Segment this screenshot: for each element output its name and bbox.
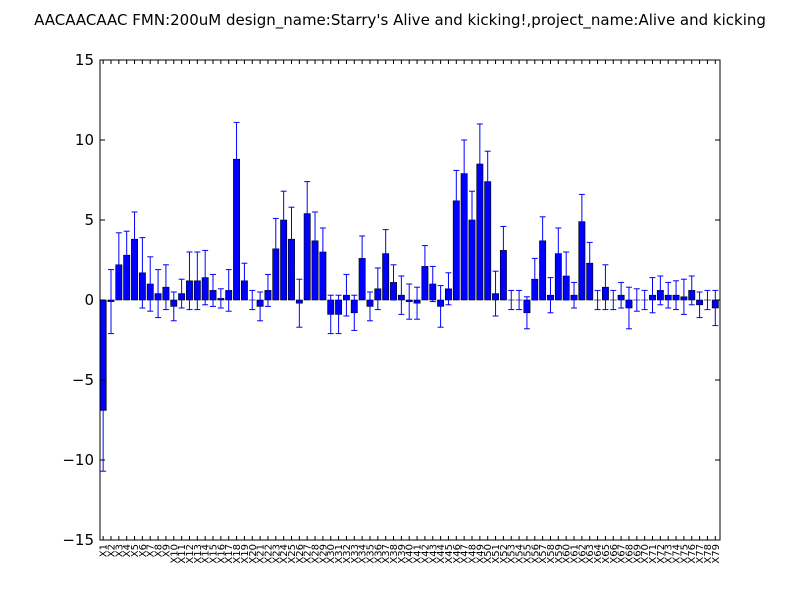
xtick-label-X76: X76 xyxy=(687,544,698,564)
ytick-label-0: 0 xyxy=(84,291,94,309)
ytick-label--10: −10 xyxy=(62,451,94,469)
ytick-label--5: −5 xyxy=(72,371,94,389)
xtick-label-X11: X11 xyxy=(177,544,188,564)
xtick-label-X30: X30 xyxy=(326,544,337,564)
xtick-label-X65: X65 xyxy=(601,544,612,564)
xtick-label-X70: X70 xyxy=(640,544,651,564)
xtick-label-X31: X31 xyxy=(334,544,345,564)
xtick-label-X74: X74 xyxy=(672,544,683,564)
xtick-label-X16: X16 xyxy=(216,544,227,564)
xtick-label-X3: X3 xyxy=(114,544,125,557)
xtick-label-X32: X32 xyxy=(342,544,353,564)
xtick-label-X9: X9 xyxy=(161,544,172,557)
xtick-label-X4: X4 xyxy=(122,544,133,557)
xtick-label-X41: X41 xyxy=(413,544,424,564)
xtick-label-X59: X59 xyxy=(554,544,565,564)
xtick-label-X8: X8 xyxy=(154,544,165,557)
xtick-label-X15: X15 xyxy=(209,544,220,564)
xtick-label-X64: X64 xyxy=(593,544,604,564)
xtick-label-X27: X27 xyxy=(303,544,314,564)
xtick-label-X33: X33 xyxy=(350,544,361,564)
xtick-label-X51: X51 xyxy=(491,544,502,564)
xtick-label-X77: X77 xyxy=(695,544,706,564)
error-bars-layer xyxy=(100,121,719,472)
xtick-label-X56: X56 xyxy=(530,544,541,564)
xtick-label-X14: X14 xyxy=(201,544,212,564)
xtick-label-X45: X45 xyxy=(444,544,455,564)
xtick-label-X21: X21 xyxy=(256,544,267,564)
xtick-label-X63: X63 xyxy=(585,544,596,564)
xtick-label-X52: X52 xyxy=(499,544,510,564)
xtick-label-X40: X40 xyxy=(405,544,416,564)
xtick-label-X17: X17 xyxy=(224,544,235,564)
xtick-label-X53: X53 xyxy=(507,544,518,564)
xtick-label-X68: X68 xyxy=(624,544,635,564)
ytick-label-5: 5 xyxy=(84,211,94,229)
xtick-label-X19: X19 xyxy=(240,544,251,564)
xtick-label-X5: X5 xyxy=(130,544,141,557)
xtick-label-X57: X57 xyxy=(538,544,549,564)
ytick-label--15: −15 xyxy=(62,531,94,549)
xtick-label-X20: X20 xyxy=(248,544,259,564)
xtick-label-X75: X75 xyxy=(679,544,690,564)
xtick-label-X37: X37 xyxy=(381,544,392,564)
xtick-label-X34: X34 xyxy=(358,544,369,564)
xtick-label-X42: X42 xyxy=(420,544,431,564)
xtick-label-X44: X44 xyxy=(436,544,447,564)
xtick-label-X78: X78 xyxy=(703,544,714,564)
xtick-label-X7: X7 xyxy=(146,544,157,557)
xtick-label-X71: X71 xyxy=(648,544,659,564)
xtick-label-X67: X67 xyxy=(617,544,628,564)
xtick-label-X28: X28 xyxy=(311,544,322,564)
xtick-label-X6: X6 xyxy=(138,544,149,557)
xtick-label-X24: X24 xyxy=(279,544,290,564)
xtick-label-X69: X69 xyxy=(632,544,643,564)
xtick-label-X39: X39 xyxy=(397,544,408,564)
xtick-label-X1: X1 xyxy=(99,544,110,557)
xtick-label-X61: X61 xyxy=(570,544,581,564)
xtick-label-X43: X43 xyxy=(428,544,439,564)
xtick-label-X73: X73 xyxy=(664,544,675,564)
xtick-label-X58: X58 xyxy=(546,544,557,564)
chart-title: AACAACAAC FMN:200uM design_name:Starry's… xyxy=(34,11,766,30)
xtick-label-X25: X25 xyxy=(287,544,298,564)
xtick-label-X72: X72 xyxy=(656,544,667,564)
xtick-label-X29: X29 xyxy=(318,544,329,564)
x-axis: X1X2X3X4X5X6X7X8X9X10X11X12X13X14X15X16X… xyxy=(99,60,722,564)
xtick-label-X2: X2 xyxy=(106,544,117,557)
xtick-label-X62: X62 xyxy=(577,544,588,564)
xtick-label-X47: X47 xyxy=(460,544,471,564)
ytick-label-10: 10 xyxy=(75,131,94,149)
xtick-label-X36: X36 xyxy=(373,544,384,564)
y-axis: −15 −10 −5 0 5 10 15 xyxy=(62,51,720,549)
xtick-label-X55: X55 xyxy=(522,544,533,564)
xtick-label-X26: X26 xyxy=(295,544,306,564)
xtick-label-X13: X13 xyxy=(193,544,204,564)
xtick-label-X66: X66 xyxy=(609,544,620,564)
xtick-label-X54: X54 xyxy=(515,544,526,564)
xtick-label-X38: X38 xyxy=(389,544,400,564)
xtick-label-X18: X18 xyxy=(232,544,243,564)
xtick-label-X49: X49 xyxy=(475,544,486,564)
xtick-label-X50: X50 xyxy=(483,544,494,564)
xtick-label-X22: X22 xyxy=(263,544,274,564)
xtick-label-X12: X12 xyxy=(185,544,196,564)
xtick-label-X79: X79 xyxy=(711,544,722,564)
xtick-label-X60: X60 xyxy=(562,544,573,564)
xtick-label-X48: X48 xyxy=(468,544,479,564)
xtick-label-X23: X23 xyxy=(271,544,282,564)
xtick-label-X46: X46 xyxy=(452,544,463,564)
ytick-label-15: 15 xyxy=(75,51,94,69)
xtick-label-X35: X35 xyxy=(365,544,376,564)
xtick-label-X10: X10 xyxy=(169,544,180,564)
